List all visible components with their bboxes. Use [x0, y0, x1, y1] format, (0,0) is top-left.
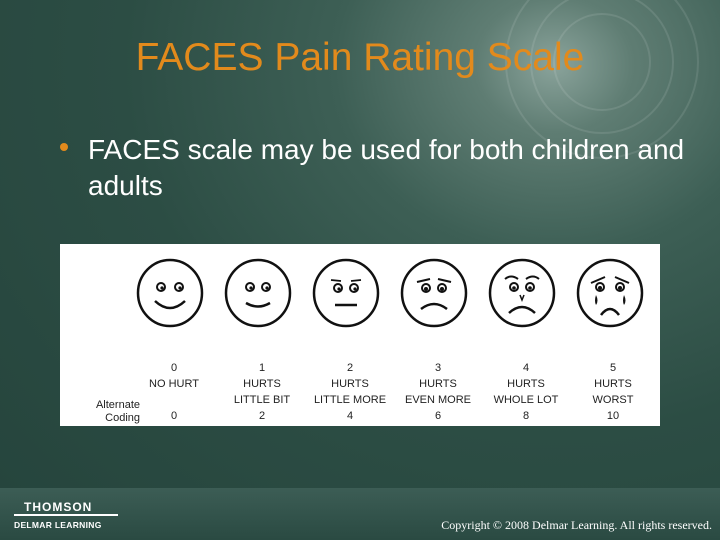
face-hurts-worst-icon [576, 258, 644, 328]
thomson-delmar-logo: THOMSON DELMAR LEARNING [14, 500, 124, 534]
scale-column-3: 3 HURTS EVEN MORE 6 [404, 362, 471, 422]
bullet-text: FACES scale may be used for both childre… [88, 134, 685, 201]
scale-column-2: 2 HURTS LITTLE MORE 4 [313, 362, 387, 422]
face-no-hurt-icon [136, 258, 204, 328]
copyright-text: Copyright © 2008 Delmar Learning. All ri… [441, 518, 712, 532]
slide-title: FACES Pain Rating Scale [135, 36, 585, 79]
scale-column-0: 0 NO HURT 0 [149, 362, 199, 422]
face-hurts-little-bit-icon [224, 258, 292, 328]
scale-column-5: 5 HURTS WORST 10 [592, 362, 634, 422]
faces-scale-panel: Alternate Coding 0 NO HURT 0 1 HURTS LIT… [60, 244, 660, 426]
logo-line-1: THOMSON [24, 500, 93, 514]
face-hurts-even-more-icon [400, 258, 468, 328]
face-hurts-whole-lot-icon [488, 258, 556, 328]
logo-divider [14, 514, 118, 516]
footer-bar [0, 488, 720, 540]
bullet-icon [60, 143, 68, 151]
alternate-coding-label: Alternate Coding [95, 399, 140, 424]
scale-column-4: 4 HURTS WHOLE LOT 8 [493, 362, 559, 422]
face-hurts-little-more-icon [312, 258, 380, 328]
logo-line-2: DELMAR LEARNING [14, 520, 102, 530]
scale-column-1: 1 HURTS LITTLE BIT 2 [233, 362, 291, 422]
